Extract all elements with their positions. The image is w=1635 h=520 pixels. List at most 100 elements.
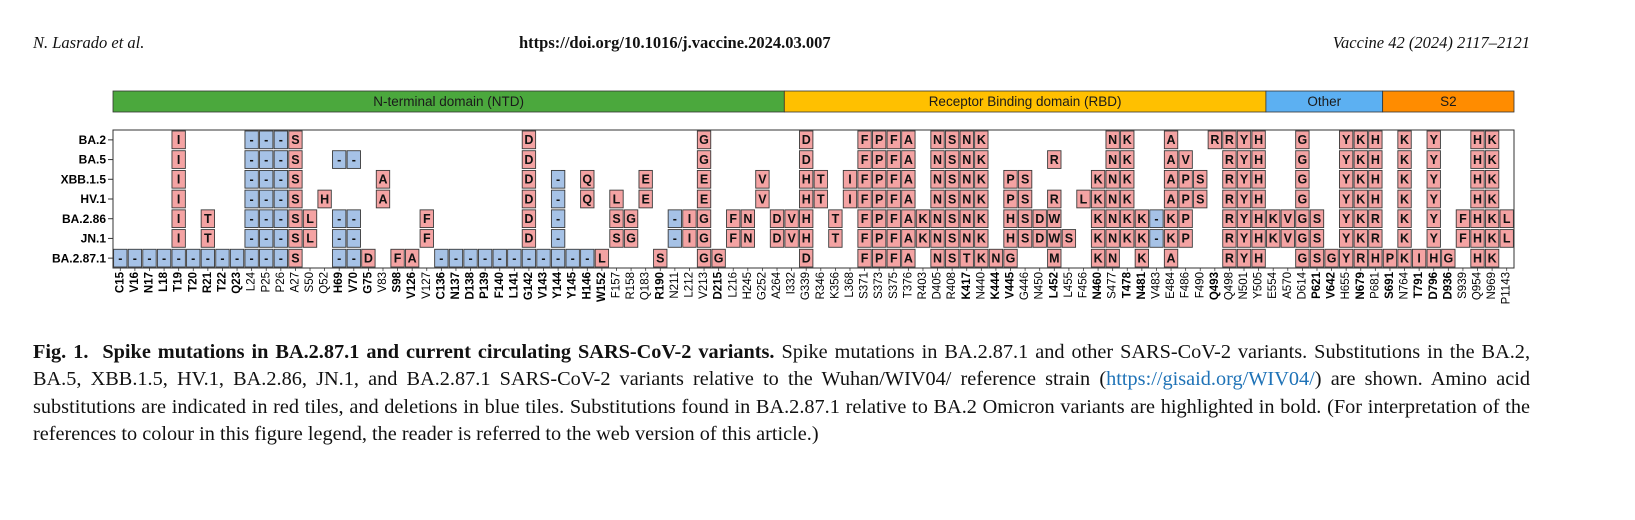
substitution-letter: H bbox=[1254, 251, 1263, 265]
substitution-tile bbox=[171, 209, 186, 229]
doi: https://doi.org/10.1016/j.vaccine.2024.0… bbox=[519, 33, 831, 52]
substitution-letter: T bbox=[204, 232, 212, 246]
substitution-tile bbox=[1368, 130, 1383, 150]
substitution-letter: P bbox=[1181, 212, 1189, 226]
substitution-letter: A bbox=[1167, 133, 1176, 147]
substitution-tile bbox=[1047, 209, 1062, 229]
substitution-tile bbox=[1339, 209, 1354, 229]
deletion-tile bbox=[244, 229, 259, 248]
substitution-letter: F bbox=[861, 173, 869, 187]
substitution-tile bbox=[1295, 150, 1310, 169]
substitution-tile bbox=[769, 229, 785, 248]
substitution-letter: K bbox=[977, 192, 986, 206]
substitution-tile bbox=[1353, 189, 1368, 209]
deletion-tile bbox=[244, 248, 259, 268]
substitution-tile bbox=[1105, 248, 1120, 268]
substitution-tile bbox=[1455, 229, 1471, 248]
substitution-letter: G bbox=[1298, 212, 1308, 226]
substitution-letter: N bbox=[933, 192, 942, 206]
position-label: Q23 bbox=[231, 272, 243, 294]
substitution-tile bbox=[1105, 189, 1120, 209]
position-label: R158 bbox=[625, 272, 637, 300]
substitution-letter: F bbox=[1459, 212, 1467, 226]
substitution-tile bbox=[857, 169, 872, 189]
substitution-tile bbox=[944, 189, 960, 209]
position-label: F490 bbox=[1194, 272, 1206, 298]
domain-label: S2 bbox=[1440, 94, 1457, 109]
substitution-letter: P bbox=[1006, 192, 1014, 206]
position-label: H69 bbox=[333, 272, 345, 293]
position-label: P139 bbox=[479, 272, 491, 299]
substitution-tile bbox=[842, 169, 858, 189]
substitution-tile bbox=[1353, 248, 1368, 268]
substitution-letter: D bbox=[802, 133, 811, 147]
substitution-tile bbox=[1163, 189, 1179, 209]
substitution-letter: K bbox=[1356, 133, 1365, 147]
position-label: V16 bbox=[129, 272, 141, 292]
substitution-letter: S bbox=[1065, 232, 1073, 246]
substitution-letter: R bbox=[1050, 153, 1059, 167]
deletion-tile bbox=[507, 248, 522, 268]
substitution-letter: K bbox=[1167, 232, 1176, 246]
substitution-letter: K bbox=[1488, 212, 1497, 226]
substitution-tile bbox=[930, 209, 945, 229]
substitution-letter: V bbox=[758, 192, 767, 206]
deletion-tile bbox=[171, 248, 186, 268]
deletion-tile bbox=[1149, 209, 1164, 229]
substitution-tile bbox=[390, 248, 405, 268]
substitution-letter: P bbox=[875, 153, 883, 167]
substitution-tile bbox=[682, 229, 697, 248]
substitution-tile bbox=[930, 169, 945, 189]
substitution-tile bbox=[1426, 189, 1441, 209]
substitution-letter: T bbox=[832, 232, 840, 246]
substitution-letter: A bbox=[408, 251, 417, 265]
deletion-tile bbox=[332, 229, 347, 248]
substitution-tile bbox=[711, 248, 726, 268]
caption-link[interactable]: https://gisaid.org/WIV04/ bbox=[1106, 368, 1315, 391]
substitution-letter: S bbox=[948, 153, 956, 167]
substitution-letter: P bbox=[1181, 173, 1189, 187]
figure-caption: Fig. 1. Spike mutations in BA.2.87.1 and… bbox=[33, 339, 1530, 449]
position-label: T791 bbox=[1413, 271, 1425, 298]
position-label: V445 bbox=[1005, 271, 1017, 298]
substitution-tile bbox=[799, 189, 814, 209]
substitution-tile bbox=[1251, 229, 1266, 248]
substitution-letter: Y bbox=[1342, 212, 1351, 226]
substitution-letter: F bbox=[890, 133, 898, 147]
substitution-tile bbox=[974, 229, 989, 248]
deletion-mark: - bbox=[220, 251, 224, 265]
substitution-tile bbox=[580, 169, 595, 189]
substitution-letter: N bbox=[743, 212, 752, 226]
substitution-letter: F bbox=[861, 133, 869, 147]
substitution-tile bbox=[740, 229, 755, 248]
deletion-mark: - bbox=[250, 212, 254, 226]
substitution-tile bbox=[959, 229, 974, 248]
substitution-tile bbox=[1339, 189, 1354, 209]
substitution-letter: N bbox=[933, 153, 942, 167]
position-label: P25 bbox=[260, 272, 272, 292]
substitution-letter: G bbox=[1443, 251, 1453, 265]
position-label: W152 bbox=[596, 272, 608, 302]
substitution-letter: F bbox=[890, 232, 898, 246]
substitution-letter: S bbox=[948, 251, 956, 265]
substitution-letter: Y bbox=[1430, 232, 1439, 246]
substitution-letter: K bbox=[1123, 212, 1132, 226]
substitution-letter: K bbox=[1123, 232, 1132, 246]
substitution-tile bbox=[288, 169, 303, 189]
substitution-letter: I bbox=[688, 232, 691, 246]
deletion-mark: - bbox=[279, 232, 283, 246]
deletion-mark: - bbox=[556, 173, 560, 187]
substitution-tile bbox=[1236, 248, 1252, 268]
substitution-letter: S bbox=[291, 153, 299, 167]
substitution-tile bbox=[813, 169, 828, 189]
substitution-tile bbox=[288, 189, 303, 209]
substitution-tile bbox=[886, 169, 901, 189]
substitution-letter: G bbox=[1298, 251, 1308, 265]
deletion-mark: - bbox=[250, 192, 254, 206]
substitution-tile bbox=[1134, 209, 1150, 229]
substitution-tile bbox=[1251, 130, 1266, 150]
substitution-letter: T bbox=[204, 212, 212, 226]
substitution-tile bbox=[901, 189, 916, 209]
substitution-letter: D bbox=[802, 251, 811, 265]
substitution-tile bbox=[872, 229, 887, 248]
